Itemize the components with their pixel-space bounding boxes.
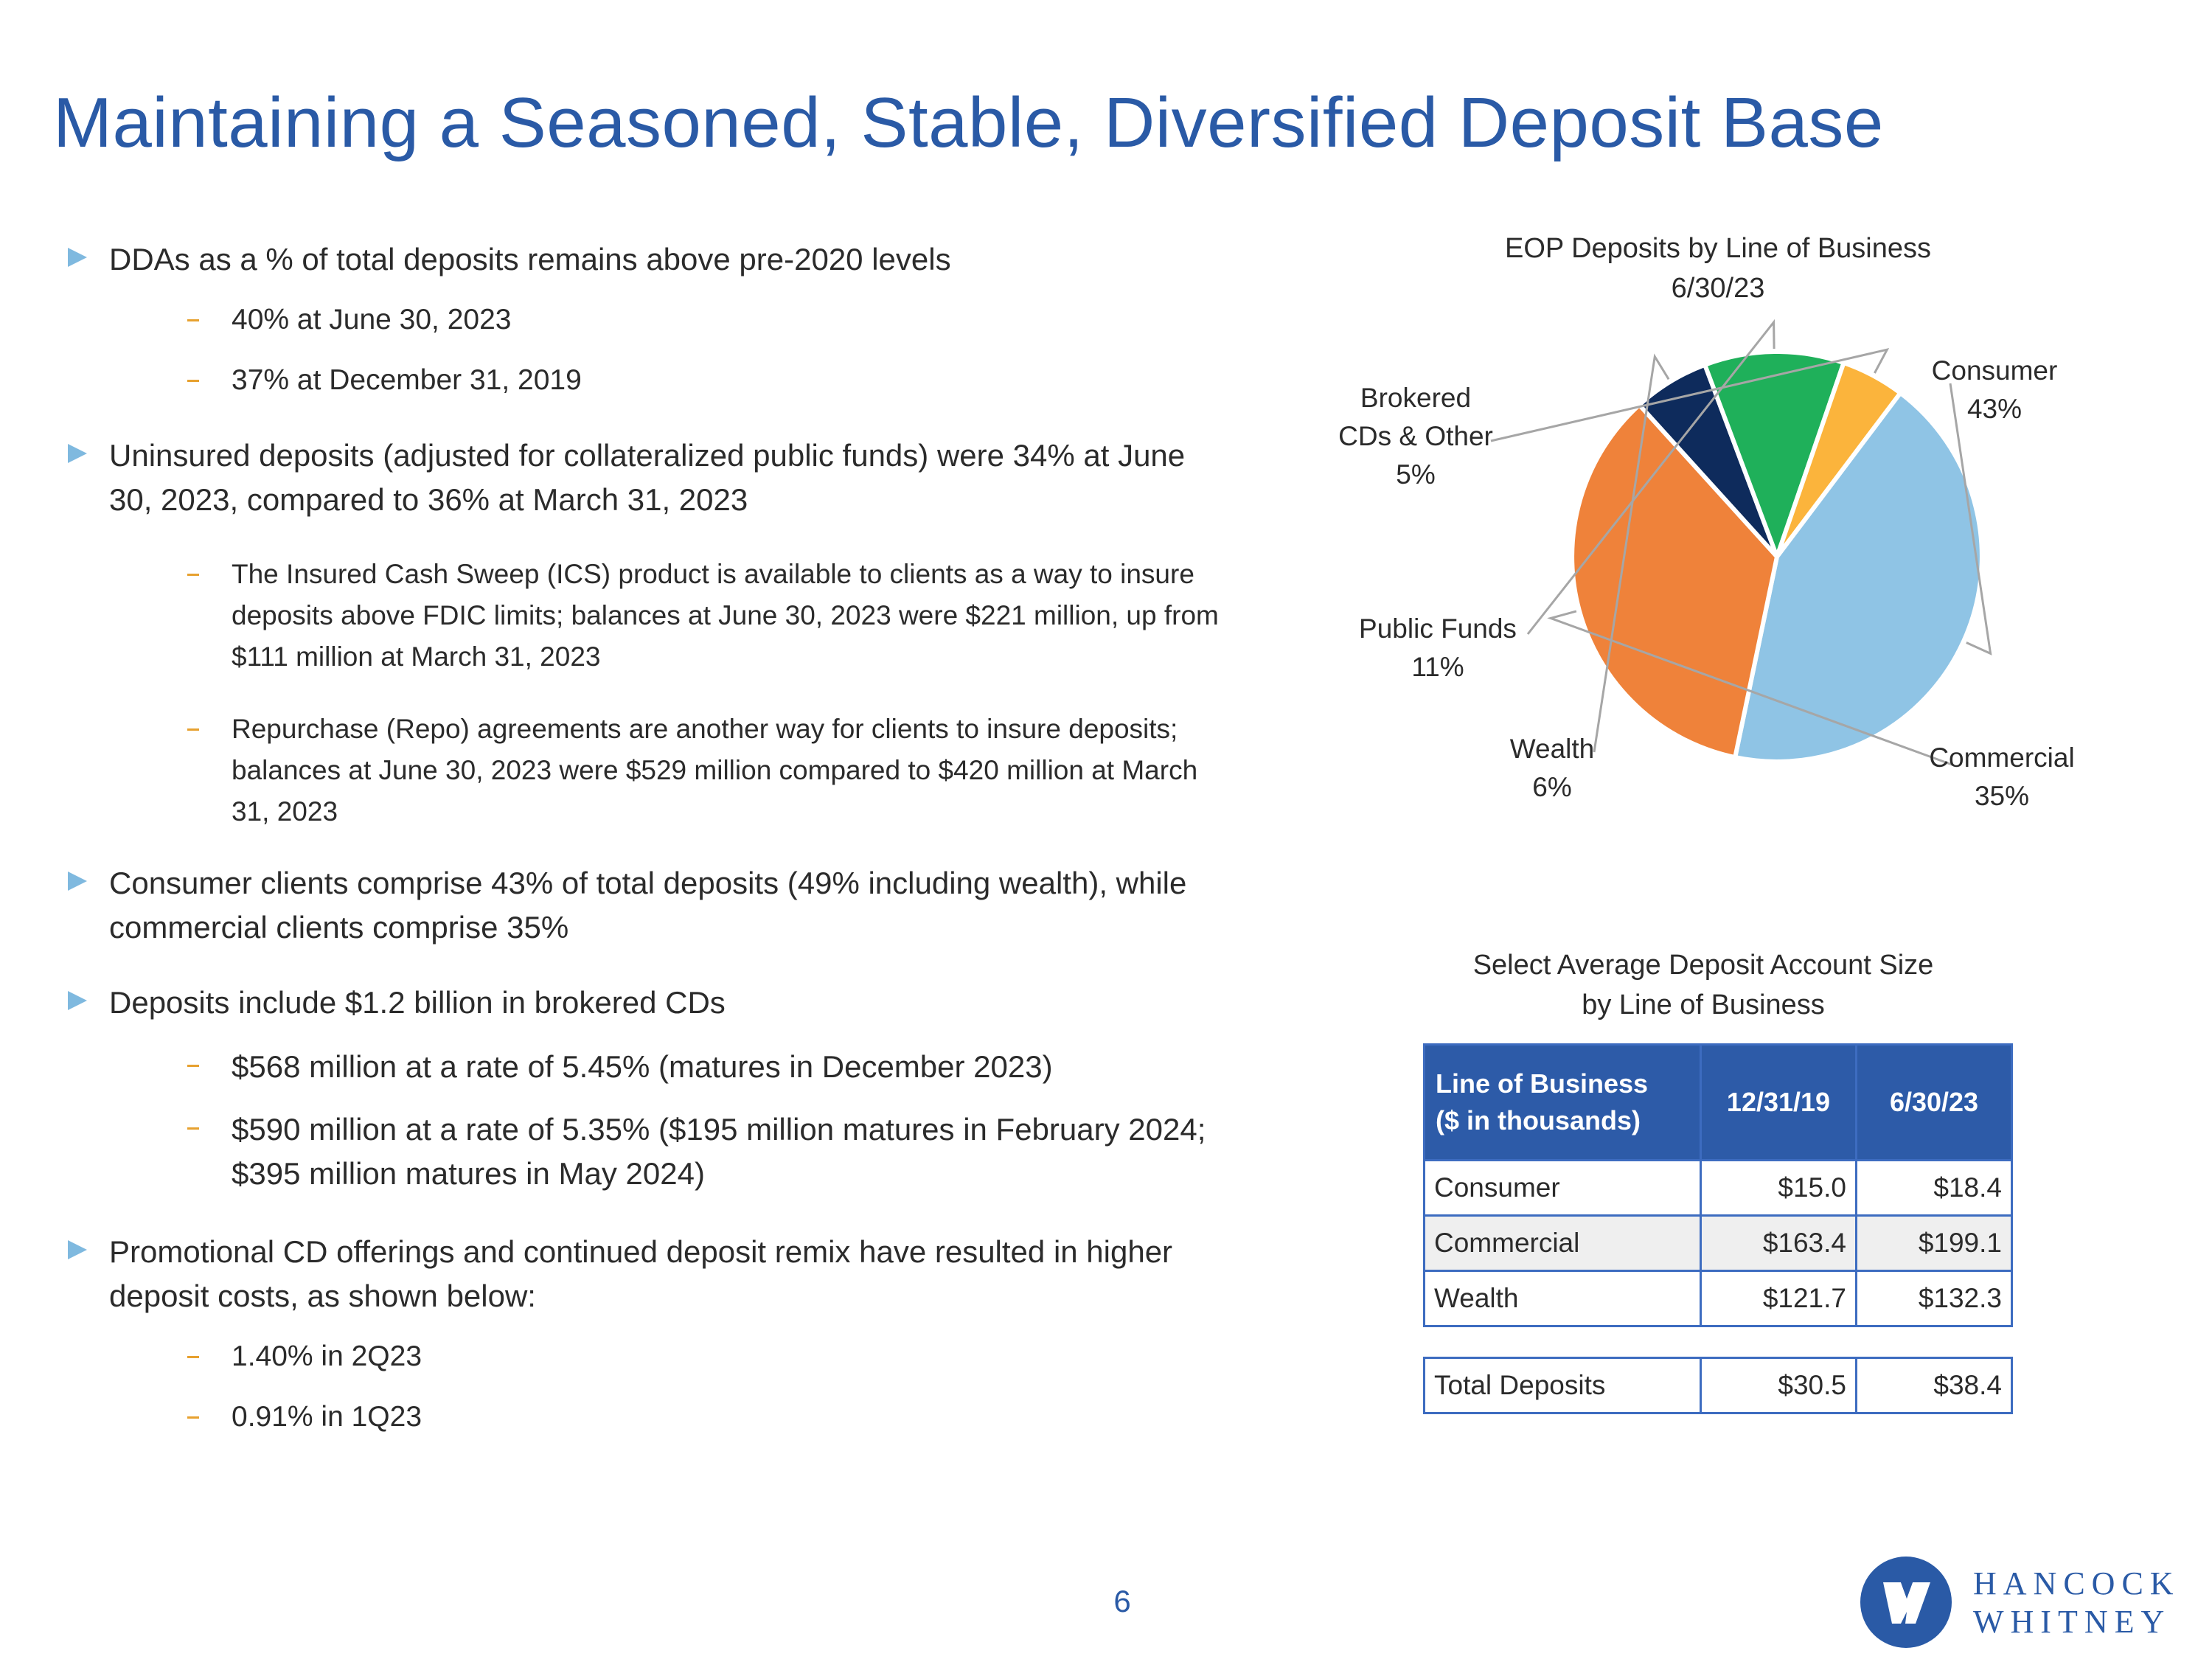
triangle-bullet-icon <box>68 872 87 891</box>
sub-bullet: 1.40% in 2Q23 <box>187 1336 1227 1377</box>
dash-icon <box>187 728 199 731</box>
table-title-line: Select Average Deposit Account Size <box>1472 950 1934 981</box>
dash-icon <box>187 1356 199 1358</box>
cell-value: $199.1 <box>1855 1214 2013 1272</box>
dash-icon <box>187 1127 199 1130</box>
table-title: Select Average Deposit Account Size by L… <box>1371 945 2035 1025</box>
sub-bullet: $568 million at a rate of 5.45% (matures… <box>187 1045 1227 1089</box>
page-number: 6 <box>1113 1584 1131 1618</box>
header-line: ($ in thousands) <box>1436 1105 1641 1135</box>
logo-line: WHITNEY <box>1973 1604 2171 1640</box>
pie-leader-line <box>1949 383 1992 655</box>
table-total-row: Total Deposits $30.5 $38.4 <box>1423 1357 2013 1414</box>
sub-bullet: 37% at December 31, 2019 <box>187 360 1227 401</box>
pie-chart-title: EOP Deposits by Line of Business 6/30/23 <box>1349 229 2087 308</box>
table-header-row: Line of Business ($ in thousands) 12/31/… <box>1423 1043 2013 1161</box>
logo-wordmark: HANCOCK WHITNEY <box>1973 1565 2180 1641</box>
pie-slice-commercial <box>1570 401 1780 760</box>
table-title-line: by Line of Business <box>1582 990 1825 1020</box>
table-spacer <box>1424 1325 2012 1359</box>
cell-value: $132.3 <box>1855 1270 2013 1327</box>
table-row: Commercial $163.4 $199.1 <box>1423 1214 2013 1272</box>
sub-bullet: Repurchase (Repo) agreements are another… <box>187 709 1227 832</box>
deposit-size-table: Line of Business ($ in thousands) 12/31/… <box>1423 1043 2013 1414</box>
pie-leader-line <box>1593 353 1670 753</box>
pie-label-wealth: Wealth 6% <box>1510 734 1595 802</box>
hancock-whitney-logo-icon <box>1860 1557 1952 1648</box>
dash-icon <box>187 380 199 382</box>
cell-value: $121.7 <box>1700 1270 1857 1327</box>
sub-bullet: The Insured Cash Sweep (ICS) product is … <box>187 554 1227 678</box>
sub-bullet-text: 40% at June 30, 2023 <box>232 304 512 335</box>
pie-leader-line <box>1547 610 1955 767</box>
pie-slice-brokered-cds-other <box>1775 360 1904 558</box>
triangle-bullet-icon <box>68 444 87 463</box>
header-6-30-23: 6/30/23 <box>1855 1043 2013 1161</box>
sub-bullet: 0.91% in 1Q23 <box>187 1397 1227 1438</box>
sub-bullet: 40% at June 30, 2023 <box>187 299 1227 341</box>
sub-bullet-text: $568 million at a rate of 5.45% (matures… <box>232 1049 1053 1084</box>
triangle-bullet-icon <box>68 1240 87 1259</box>
dash-icon <box>187 574 199 576</box>
bullet-promotional-cd: Promotional CD offerings and continued d… <box>68 1230 1215 1318</box>
sub-bullet-text: Repurchase (Repo) agreements are another… <box>232 714 1198 827</box>
pie-slice-public-funds <box>1702 349 1847 563</box>
sub-bullet-text: 37% at December 31, 2019 <box>232 364 582 396</box>
sub-bullet-text: $590 million at a rate of 5.35% ($195 mi… <box>232 1112 1206 1191</box>
bullet-text: DDAs as a % of total deposits remains ab… <box>109 242 951 276</box>
pie-label-consumer: Consumer 43% <box>1932 355 2058 424</box>
pie-title-line: EOP Deposits by Line of Business <box>1504 233 1932 264</box>
row-label: Consumer <box>1423 1159 1702 1217</box>
cell-value: $163.4 <box>1700 1214 1857 1272</box>
pie-chart: Consumer 43% Commercial 35% Wealth 6% Public F… <box>1338 319 2075 811</box>
cell-value: $38.4 <box>1855 1357 2013 1414</box>
bullet-text: Consumer clients comprise 43% of total d… <box>109 866 1187 945</box>
dash-icon <box>187 1416 199 1419</box>
cell-value: $30.5 <box>1700 1357 1857 1414</box>
pie-leader-line <box>1490 347 1890 442</box>
sub-bullet-text: 0.91% in 1Q23 <box>232 1401 422 1433</box>
pie-leader-line <box>1526 319 1775 635</box>
header-12-31-19: 12/31/19 <box>1700 1043 1857 1161</box>
bullet-brokered-cds: Deposits include $1.2 billion in brokere… <box>68 981 1215 1025</box>
row-label: Wealth <box>1423 1270 1702 1327</box>
dash-icon <box>187 1065 199 1067</box>
bullet-consumer-clients: Consumer clients comprise 43% of total d… <box>68 861 1215 950</box>
pie-slice-consumer <box>1732 389 1984 764</box>
cell-value: $15.0 <box>1700 1159 1857 1217</box>
page-title: Maintaining a Seasoned, Stable, Diversif… <box>53 83 1884 162</box>
pie-subtitle-line: 6/30/23 <box>1671 273 1765 304</box>
triangle-bullet-icon <box>68 248 87 267</box>
bullet-uninsured: Uninsured deposits (adjusted for collate… <box>68 434 1215 522</box>
bullet-text: Promotional CD offerings and continued d… <box>109 1234 1173 1313</box>
sub-bullet-text: 1.40% in 2Q23 <box>232 1340 422 1372</box>
pie-label-public-funds: Public Funds 11% <box>1359 613 1517 682</box>
header-line: Line of Business <box>1436 1068 1649 1099</box>
pie-label-commercial: Commercial 35% <box>1929 742 2074 811</box>
cell-value: $18.4 <box>1855 1159 2013 1217</box>
triangle-bullet-icon <box>68 991 87 1010</box>
sub-bullet: $590 million at a rate of 5.35% ($195 mi… <box>187 1107 1227 1196</box>
bullet-text: Uninsured deposits (adjusted for collate… <box>109 438 1186 517</box>
table-row: Consumer $15.0 $18.4 <box>1423 1159 2013 1217</box>
row-label: Total Deposits <box>1423 1357 1702 1414</box>
bullet-ddas: DDAs as a % of total deposits remains ab… <box>68 237 1215 282</box>
pie-label-brokered-cds-other: Brokered CDs & Other 5% <box>1338 383 1493 490</box>
bullet-text: Deposits include $1.2 billion in brokere… <box>109 985 726 1020</box>
dash-icon <box>187 319 199 321</box>
sub-bullet-text: The Insured Cash Sweep (ICS) product is … <box>232 559 1219 672</box>
logo-line: HANCOCK <box>1973 1565 2180 1601</box>
header-line-of-business: Line of Business ($ in thousands) <box>1423 1043 1702 1161</box>
row-label: Commercial <box>1423 1214 1702 1272</box>
table-row: Wealth $121.7 $132.3 <box>1423 1270 2013 1327</box>
